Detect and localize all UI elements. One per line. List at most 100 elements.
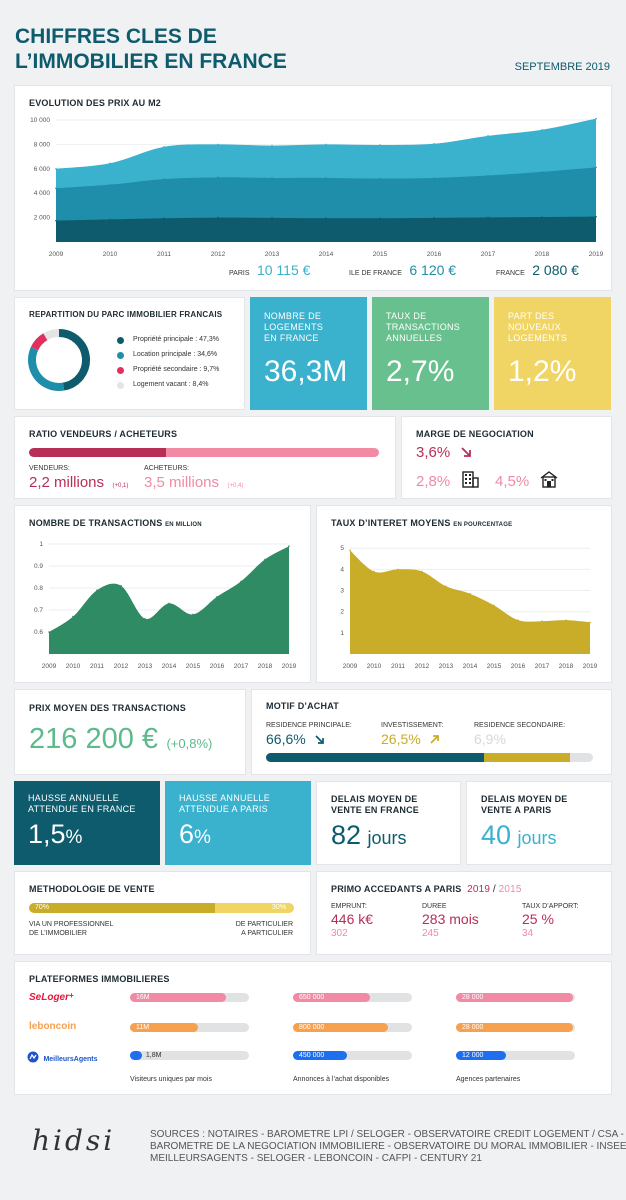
taux-xtick-label: 2012 <box>415 663 430 670</box>
m2-point <box>55 168 57 170</box>
primo-duree-prev: 245 <box>422 928 439 939</box>
primo-duree-now: 283 mois <box>422 911 479 927</box>
transactions-chart: 0.6 0.7 0.8 0.9 1 2009 2010 2011 2012 2013 2014 201… <box>34 541 297 670</box>
arrow-down-right-icon <box>461 447 471 457</box>
brand-seloger: SeLoger+ <box>29 991 74 1003</box>
m2-xtick-label: 2015 <box>373 251 388 258</box>
tile-logements-label: NOMBRE DE LOGEMENTS EN FRANCE <box>264 311 324 343</box>
tx-point <box>120 585 122 587</box>
transactions-title-small: EN MILLION <box>165 522 202 528</box>
tile-logements: NOMBRE DE LOGEMENTS EN FRANCE 36,3M <box>250 297 367 410</box>
tx-point <box>72 615 74 618</box>
arrow-up-right-icon <box>430 735 440 744</box>
tx-xtick-label: 2018 <box>258 663 273 670</box>
paris-label: PARIS <box>229 270 250 277</box>
ratio-acheteurs-value: 3,5 millions <box>144 474 220 491</box>
m2-point <box>487 216 489 219</box>
m2-ytick-label: 4 000 <box>34 190 51 197</box>
m2-point <box>487 135 489 137</box>
tx-xtick-label: 2009 <box>42 663 57 670</box>
plat-bar-label: 1,8M <box>145 1052 162 1059</box>
methodo-pro-label: VIA UN PROFESSIONNEL DE L’IMMOBILIER <box>29 920 113 938</box>
m2-point <box>163 146 165 148</box>
taux-series-0 <box>350 550 590 654</box>
transactions-title-main: NOMBRE DE TRANSACTIONS <box>29 518 163 528</box>
delais-france-value: 82 jours <box>331 820 407 851</box>
meilleursagents-logo-icon <box>27 1051 39 1063</box>
france-value: 2 080 € <box>532 262 579 278</box>
tx-series-0 <box>49 546 289 654</box>
tx-ytick-label: 0.7 <box>34 607 43 614</box>
m2-point <box>325 143 327 146</box>
m2-xtick-label: 2011 <box>157 251 171 258</box>
plat-bar-track <box>293 1051 412 1060</box>
methodo-part-pct: 30% <box>272 904 287 911</box>
tx-xtick-label: 2014 <box>162 663 177 670</box>
m2-ytick-label: 8 000 <box>34 141 51 148</box>
delais-paris-card: DELAIS MOYEN DE VENTE A PARIS 40 jours <box>466 781 612 865</box>
m2-xtick-label: 2019 <box>589 251 604 258</box>
tile-hausse-paris-value: 6% <box>179 819 211 850</box>
donut-slice-0 <box>58 329 90 391</box>
methodo-bar <box>29 903 294 913</box>
tx-point <box>96 589 98 591</box>
marge-total-value: 3,6% <box>416 444 451 461</box>
taux-xtick-label: 2019 <box>583 663 598 670</box>
taux-ytick-label: 4 <box>340 566 344 573</box>
m2-point <box>109 218 111 221</box>
donut-slice-3 <box>43 329 60 341</box>
idf-label: ILE DE FRANCE <box>349 270 402 277</box>
methodo-bar-pro <box>29 903 215 913</box>
m2-xtick-label: 2010 <box>103 251 118 258</box>
plateformes-card: PLATEFORMES IMMOBILIERES SeLoger+ lebonc… <box>14 961 612 1095</box>
m2-point <box>163 217 165 220</box>
primo-emprunt-label: EMPRUNT: <box>331 903 367 910</box>
primo-apport-now: 25 % <box>522 911 554 927</box>
tx-point <box>48 631 50 633</box>
house-icon <box>540 471 558 488</box>
taux-xtick-label: 2016 <box>511 663 526 670</box>
primo-col-duree: DUREE 283 mois 245 <box>422 903 479 939</box>
motif-inv: 26,5% <box>381 731 440 749</box>
ratio-vendeurs: 2,2 millions (+0,1) <box>29 474 128 492</box>
parc-legend-dot <box>117 337 124 344</box>
m2-point <box>325 217 327 220</box>
parc-card: REPARTITION DU PARC IMMOBILIER FRANCAIS … <box>14 297 245 410</box>
m2-point <box>271 177 273 179</box>
taux-ytick-label: 5 <box>340 545 344 552</box>
tx-xtick-label: 2015 <box>186 663 201 670</box>
m2-xtick-label: 2017 <box>481 251 496 258</box>
marge-title: MARGE DE NEGOCIATION <box>416 429 534 439</box>
tx-ytick-label: 0.9 <box>34 563 43 570</box>
m2-point <box>109 162 111 165</box>
tx-xtick-label: 2013 <box>138 663 153 670</box>
tile-transactions-value: 2,7% <box>386 355 455 388</box>
parc-title: REPARTITION DU PARC IMMOBILIER FRANCAIS <box>29 310 223 319</box>
m2-point <box>271 144 273 147</box>
m2-point <box>595 166 597 169</box>
parc-legend-dot <box>117 352 124 359</box>
tx-point <box>240 580 242 583</box>
m2-point <box>217 216 219 219</box>
m2-xtick-label: 2016 <box>427 251 442 258</box>
plat-bar-track <box>130 1051 249 1060</box>
taux-xtick-label: 2017 <box>535 663 550 670</box>
marge-maison-value: 4,5% <box>495 473 530 490</box>
motif-rp-label: RESIDENCE PRINCIPALE: <box>266 722 352 729</box>
m2-ytick-label: 10 000 <box>30 117 50 124</box>
motif-bar-inv <box>483 753 571 762</box>
primo-apport-label: TAUX D’APPORT: <box>522 903 579 910</box>
plat-bar-fill <box>456 1023 573 1032</box>
delais-paris-number: 40 <box>481 820 512 850</box>
tx-ytick-label: 0.6 <box>34 629 43 636</box>
parc-legend-label: Propriété principale : 47,3% <box>133 336 219 343</box>
plat-bar-fill <box>456 993 573 1002</box>
plat-bar-label: 650 000 <box>299 994 325 1001</box>
plat-caption-annonces: Annonces à l’achat disponibles <box>293 1076 390 1083</box>
delais-france-card: DELAIS MOYEN DE VENTE EN FRANCE 82 jours <box>316 781 461 865</box>
plat-bar-fill <box>293 1051 347 1060</box>
tile-nouveaux: PART DES NOUVEAUX LOGEMENTS 1,2% <box>494 297 611 410</box>
taux-xtick-label: 2018 <box>559 663 574 670</box>
page-title-line2: L’IMMOBILIER EN FRANCE <box>15 50 287 73</box>
methodo-title: METHODOLOGIE DE VENTE <box>29 884 155 894</box>
